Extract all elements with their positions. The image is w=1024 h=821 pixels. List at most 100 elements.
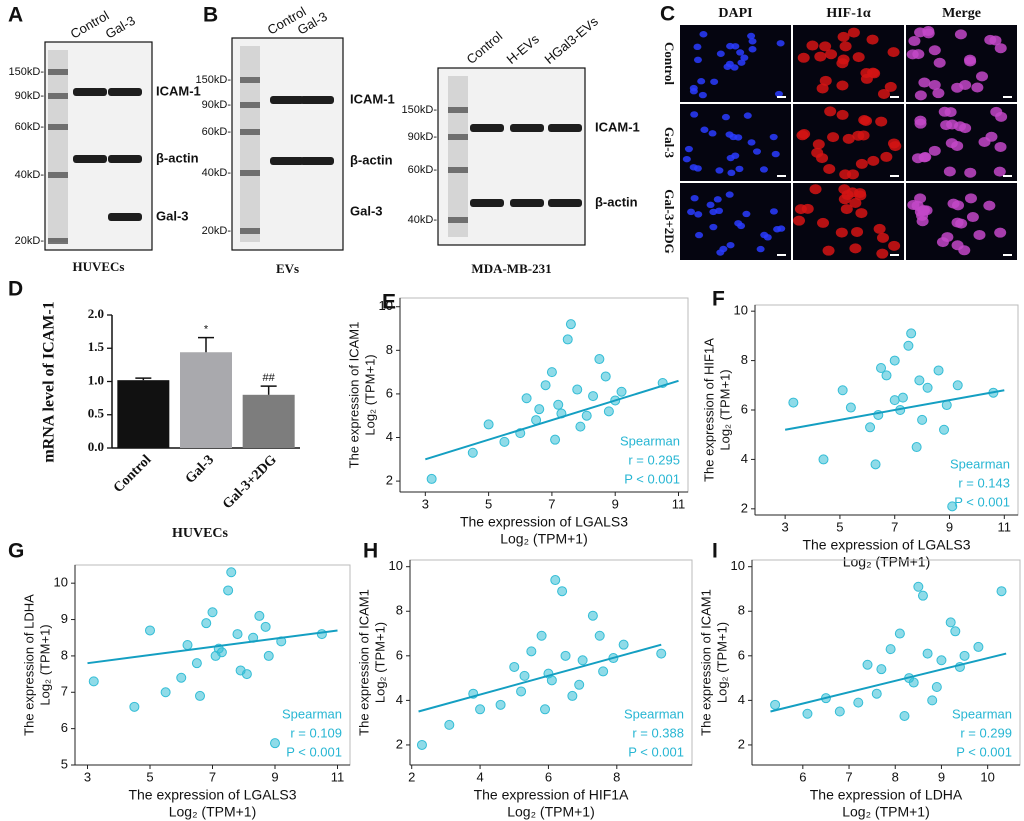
cell — [849, 198, 862, 209]
scale-bar — [1003, 96, 1012, 98]
data-point — [587, 610, 598, 621]
cell — [914, 118, 927, 129]
data-point — [160, 687, 171, 698]
y-axis-unit: Log₂ (TPM+1) — [37, 624, 52, 705]
cell — [964, 56, 977, 67]
x-tick-label: 2 — [408, 769, 415, 784]
cell — [943, 166, 956, 177]
x-axis-unit: Log₂ (TPM+1) — [507, 804, 595, 820]
data-point — [950, 626, 961, 637]
x-tick-label: 7 — [845, 769, 852, 784]
x-tick-label: 7 — [891, 519, 898, 534]
cell — [726, 241, 735, 249]
cell — [867, 155, 880, 166]
cell — [706, 201, 715, 209]
cell — [716, 50, 725, 57]
cell — [860, 115, 873, 126]
band-label: ICAM-1 — [156, 83, 201, 98]
data-point — [616, 386, 627, 397]
marker-band — [448, 134, 468, 140]
cell — [814, 51, 827, 62]
data-point — [260, 621, 271, 632]
data-point — [802, 708, 813, 719]
data-point — [922, 382, 933, 393]
cell — [839, 41, 852, 52]
cell — [947, 198, 960, 209]
data-point — [467, 447, 478, 458]
protein-band — [108, 88, 142, 96]
cell — [838, 184, 851, 195]
x-tick-label: 7 — [209, 769, 216, 784]
data-point — [598, 666, 609, 677]
protein-band — [470, 124, 504, 132]
cell — [690, 111, 699, 118]
data-point — [536, 630, 547, 641]
cell — [737, 59, 746, 66]
cell — [918, 77, 931, 88]
cell — [884, 81, 897, 92]
cell — [887, 138, 900, 149]
data-point — [557, 586, 568, 597]
x-tick-label: 5 — [146, 769, 153, 784]
statistic: P < 0.001 — [954, 494, 1010, 509]
x-tick-label: 10 — [980, 769, 994, 784]
data-point — [770, 699, 781, 710]
data-point — [575, 421, 586, 432]
data-point — [908, 677, 919, 688]
y-tick-label: 2.0 — [88, 306, 104, 321]
data-point — [818, 454, 829, 465]
y-tick-label: 7 — [61, 684, 68, 699]
cell — [852, 52, 865, 63]
regression-line — [770, 652, 1007, 713]
cell — [740, 54, 749, 61]
protein-band — [548, 124, 582, 132]
protein-band — [470, 199, 504, 207]
cell — [742, 210, 751, 218]
data-point — [939, 424, 950, 435]
y-tick-label: 2 — [738, 736, 745, 751]
panel-letter: H — [363, 540, 378, 563]
data-point — [129, 701, 140, 712]
data-point — [241, 669, 252, 680]
cell — [914, 90, 927, 101]
panel-letter: E — [382, 291, 396, 314]
cell — [860, 73, 873, 84]
y-tick-label: 10 — [54, 575, 68, 590]
data-point — [499, 436, 510, 447]
data-point — [519, 670, 530, 681]
x-tick-label: 7 — [548, 496, 555, 511]
cell — [933, 57, 946, 68]
marker-band — [240, 77, 260, 83]
data-point — [837, 385, 848, 396]
cell — [940, 120, 953, 131]
cell — [697, 78, 706, 85]
cell — [727, 169, 736, 177]
statistic: P < 0.001 — [956, 744, 1012, 759]
data-point — [881, 370, 892, 381]
data-point — [588, 391, 599, 402]
data-point — [546, 367, 557, 378]
cell — [888, 240, 901, 251]
data-point — [876, 664, 887, 675]
cell — [912, 49, 925, 60]
marker-lane — [448, 76, 468, 237]
regression-line — [418, 643, 662, 713]
y-tick-label: 1.5 — [88, 339, 105, 354]
data-point — [581, 410, 592, 421]
protein-band — [510, 124, 544, 132]
panel-letter: G — [8, 540, 24, 563]
y-tick-label: 6 — [741, 401, 748, 416]
band-label: ICAM-1 — [595, 119, 640, 134]
marker-band — [240, 228, 260, 234]
y-tick-label: 4 — [386, 429, 393, 444]
data-point — [903, 340, 914, 351]
y-tick-label: 2 — [741, 500, 748, 515]
mw-marker: 150kD- — [9, 66, 45, 78]
cell — [735, 165, 744, 173]
data-point — [911, 442, 922, 453]
protein-band — [108, 155, 142, 163]
column-header: DAPI — [718, 6, 752, 21]
cell — [964, 193, 977, 204]
data-point — [899, 710, 910, 721]
statistic: r = 0.299 — [960, 725, 1012, 740]
